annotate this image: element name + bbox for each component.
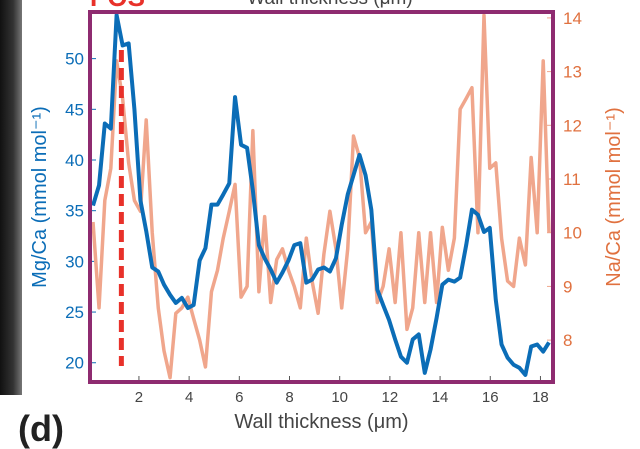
y-tick-label: 30 — [65, 252, 84, 271]
y2-tick-label: 10 — [563, 224, 582, 243]
top-x-label: Wall thickness (μm) — [247, 0, 412, 9]
y-axis-label: Mg/Ca (mmol mol⁻¹) — [29, 106, 51, 288]
y2-tick-label: 14 — [563, 9, 582, 28]
x-axis-label: Wall thickness (μm) — [234, 411, 408, 433]
y-tick-label: 35 — [65, 202, 84, 221]
x-tick-label: 14 — [432, 389, 449, 406]
x-tick-label: 12 — [382, 389, 399, 406]
plot-frame — [88, 10, 555, 384]
y-tick-label: 25 — [65, 303, 84, 322]
x-tick-label: 6 — [235, 389, 243, 406]
y2-tick-label: 8 — [563, 331, 572, 350]
x-tick-label: 10 — [331, 389, 348, 406]
y2-tick-label: 9 — [563, 277, 572, 296]
y2-tick-label: 11 — [563, 170, 581, 189]
y2-tick-label: 13 — [563, 63, 582, 82]
x-tick-label: 8 — [285, 389, 293, 406]
panel-label: (d) — [18, 408, 64, 449]
x-tick-label: 4 — [185, 389, 193, 406]
series-line — [91, 13, 551, 380]
x-tick-label: 18 — [532, 389, 549, 406]
image-strip — [0, 0, 22, 395]
y-tick-label: 20 — [65, 354, 84, 373]
top-label: POS — [90, 0, 145, 12]
x-tick-label: 16 — [482, 389, 499, 406]
x-tick-label: 2 — [135, 389, 143, 406]
y-tick-label: 50 — [65, 50, 84, 69]
series-line — [91, 13, 551, 377]
y2-axis-label: Na/Ca (mmol mol⁻¹) — [603, 107, 625, 286]
y-tick-label: 40 — [65, 151, 84, 170]
y2-tick-label: 12 — [563, 116, 582, 135]
y-tick-label: 45 — [65, 100, 84, 119]
